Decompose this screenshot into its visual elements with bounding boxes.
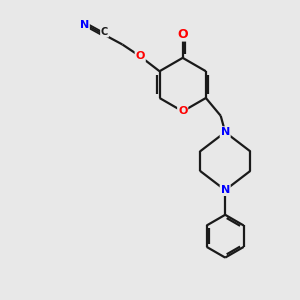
Text: N: N [220,127,230,137]
Text: N: N [220,185,230,195]
Text: O: O [136,51,145,62]
Text: N: N [80,20,89,30]
Text: O: O [178,106,188,116]
Text: C: C [101,27,108,37]
Text: O: O [177,28,188,40]
